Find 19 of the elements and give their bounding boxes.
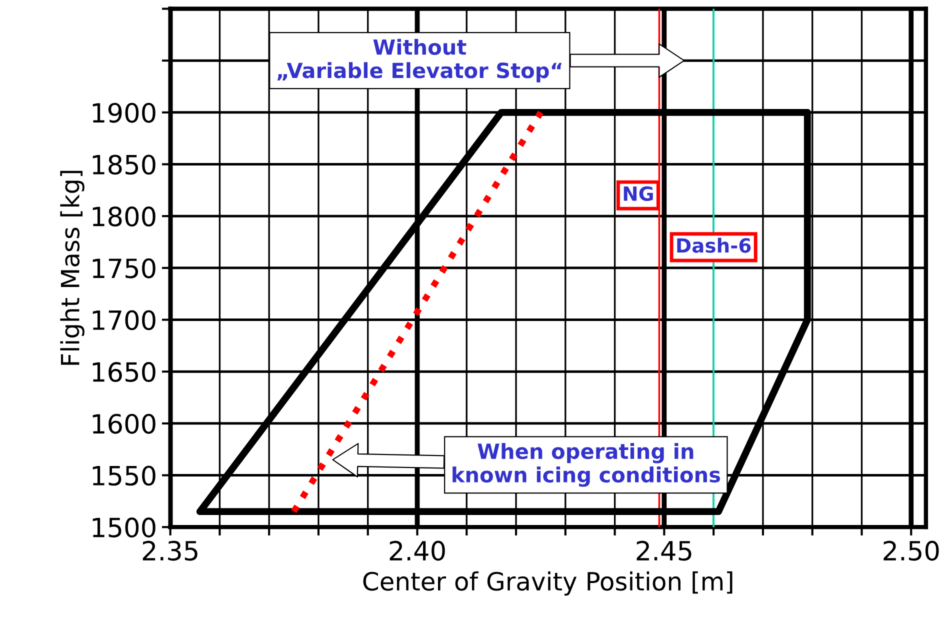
y-tick-label: 1600 — [92, 414, 156, 434]
annotation: Without „Variable Elevator Stop“ — [277, 38, 562, 82]
y-tick-label: 1800 — [92, 206, 156, 226]
y-tick-label: 1900 — [92, 102, 156, 123]
x-tick-label: 2.40 — [390, 540, 445, 561]
x-axis-title: Center of Gravity Position [m] — [363, 571, 732, 596]
ref-line-label: NG — [624, 186, 653, 202]
y-tick-label: 1500 — [92, 518, 156, 538]
y-tick-label: 1650 — [92, 362, 156, 382]
ref-line-label: Dash-6 — [677, 238, 751, 253]
y-tick-label: 1550 — [92, 466, 156, 486]
y-tick-label: 1750 — [92, 258, 156, 278]
x-tick-label: 2.35 — [142, 540, 198, 561]
annotation: When operating in known icing conditions — [452, 442, 720, 487]
x-tick-label: 2.45 — [636, 540, 692, 561]
x-tick-label: 2.50 — [884, 540, 939, 561]
y-tick-label: 1850 — [92, 154, 156, 175]
y-tick-label: 1700 — [92, 310, 156, 330]
y-axis-title: Flight Mass [kg] — [60, 170, 84, 365]
